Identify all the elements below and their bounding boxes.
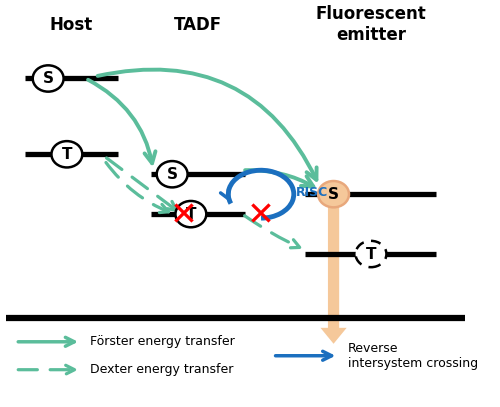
Text: S: S bbox=[42, 71, 54, 86]
Text: T: T bbox=[366, 247, 376, 262]
Text: S: S bbox=[328, 187, 339, 202]
Circle shape bbox=[176, 201, 206, 227]
Circle shape bbox=[32, 66, 64, 92]
Text: S: S bbox=[166, 167, 177, 182]
Text: Host: Host bbox=[50, 15, 93, 34]
Text: Reverse
intersystem crossing: Reverse intersystem crossing bbox=[348, 342, 478, 370]
FancyArrowPatch shape bbox=[88, 80, 156, 163]
FancyArrowPatch shape bbox=[276, 351, 332, 360]
FancyArrowPatch shape bbox=[106, 158, 176, 210]
Text: RISC: RISC bbox=[296, 186, 328, 199]
Text: Fluorescent
emitter: Fluorescent emitter bbox=[316, 5, 426, 44]
Circle shape bbox=[318, 181, 349, 207]
Text: Förster energy transfer: Förster energy transfer bbox=[90, 335, 235, 348]
FancyArrowPatch shape bbox=[18, 337, 74, 346]
Polygon shape bbox=[320, 207, 346, 344]
FancyArrowPatch shape bbox=[98, 70, 316, 180]
Circle shape bbox=[156, 161, 188, 187]
FancyArrowPatch shape bbox=[18, 365, 74, 374]
FancyArrowPatch shape bbox=[244, 216, 300, 248]
Circle shape bbox=[52, 141, 82, 167]
Circle shape bbox=[356, 241, 386, 267]
Text: ✕: ✕ bbox=[247, 199, 275, 233]
Text: Dexter energy transfer: Dexter energy transfer bbox=[90, 363, 234, 376]
Text: T: T bbox=[62, 147, 72, 162]
FancyArrowPatch shape bbox=[106, 162, 168, 212]
Text: ✕: ✕ bbox=[170, 199, 198, 233]
FancyArrowPatch shape bbox=[245, 170, 314, 186]
Text: TADF: TADF bbox=[174, 15, 222, 34]
Text: T: T bbox=[186, 207, 196, 222]
